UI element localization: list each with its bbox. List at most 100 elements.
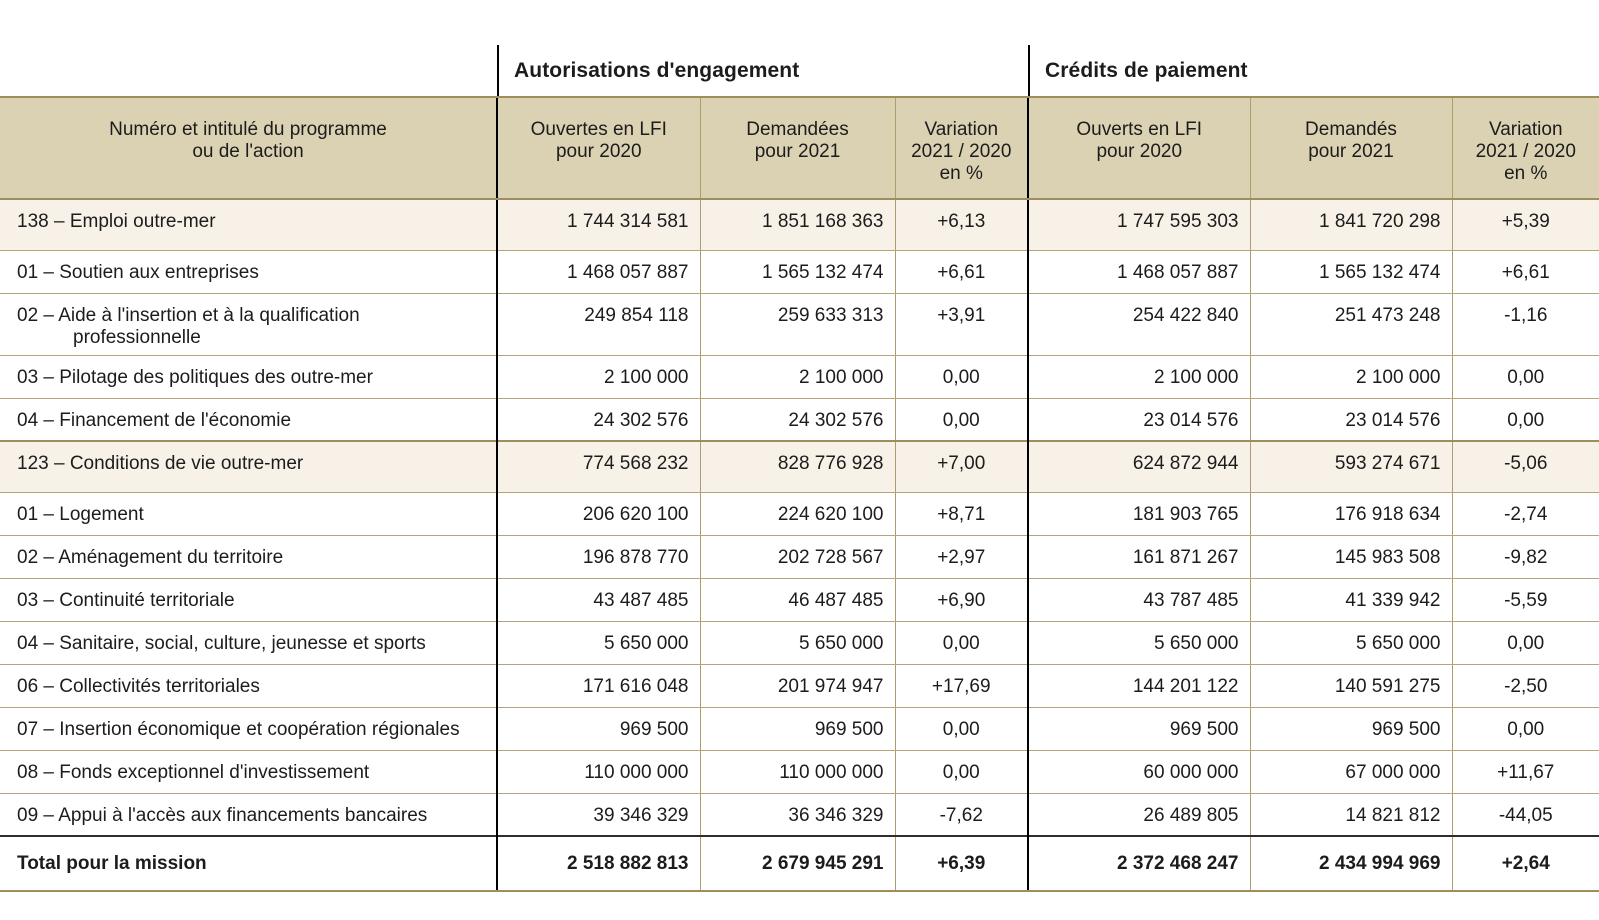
amount-cell: 1 565 132 474: [1249, 250, 1452, 294]
variation-cell: +6,13: [894, 198, 1028, 251]
amount-cell: 259 633 313: [699, 293, 895, 356]
table-row: 04 – Financement de l'économie 24 302 576…: [0, 398, 1599, 442]
amount-cell: 43 787 485: [1027, 578, 1250, 622]
variation-cell: 0,00: [1451, 707, 1599, 751]
table-row: 07 – Insertion économique et coopération…: [0, 707, 1599, 751]
section-titles: Autorisations d'engagement Crédits de pa…: [0, 0, 1599, 96]
variation-cell: +3,91: [894, 293, 1028, 356]
amount-cell: 2 518 882 813: [496, 835, 700, 892]
amount-cell: 5 650 000: [1027, 621, 1250, 665]
amount-cell: 140 591 275: [1249, 664, 1452, 708]
amount-cell: 36 346 329: [699, 793, 895, 837]
amount-cell: 110 000 000: [699, 750, 895, 794]
amount-cell: 171 616 048: [496, 664, 700, 708]
table-row: 08 – Fonds exceptionnel d'investissement…: [0, 750, 1599, 794]
amount-cell: 969 500: [699, 707, 895, 751]
amount-cell: 249 854 118: [496, 293, 700, 356]
variation-cell: 0,00: [894, 707, 1028, 751]
amount-cell: 14 821 812: [1249, 793, 1452, 837]
header-cp-requested: Demandés pour 2021: [1249, 96, 1452, 200]
amount-cell: 110 000 000: [496, 750, 700, 794]
row-label: 09 – Appui à l'accès aux financements ba…: [0, 793, 497, 837]
amount-cell: 41 339 942: [1249, 578, 1452, 622]
amount-cell: 46 487 485: [699, 578, 895, 622]
amount-cell: 67 000 000: [1249, 750, 1452, 794]
header-ae-lfi: Ouvertes en LFI pour 2020: [496, 96, 700, 200]
variation-cell: +17,69: [894, 664, 1028, 708]
amount-cell: 254 422 840: [1027, 293, 1250, 356]
amount-cell: 969 500: [1249, 707, 1452, 751]
amount-cell: 2 100 000: [1249, 355, 1452, 399]
table-row: 03 – Continuité territoriale 43 487 485 46…: [0, 578, 1599, 622]
amount-cell: 1 468 057 887: [496, 250, 700, 294]
amount-cell: 2 372 468 247: [1027, 835, 1250, 892]
amount-cell: 24 302 576: [496, 398, 700, 442]
table-row: 123 – Conditions de vie outre-mer 774 568…: [0, 440, 1599, 493]
amount-cell: 1 851 168 363: [699, 198, 895, 251]
budget-table: Numéro et intitulé du programme ou de l'…: [0, 96, 1599, 892]
variation-cell: -7,62: [894, 793, 1028, 837]
variation-cell: 0,00: [894, 398, 1028, 442]
amount-cell: 26 489 805: [1027, 793, 1250, 837]
variation-cell: +6,90: [894, 578, 1028, 622]
table-row: 138 – Emploi outre-mer 1 744 314 581 1 851…: [0, 198, 1599, 251]
ae-section-title: Autorisations d'engagement: [497, 45, 1028, 96]
amount-cell: 2 679 945 291: [699, 835, 895, 892]
variation-cell: +6,39: [894, 835, 1028, 892]
table-row: 01 – Logement 206 620 100 224 620 100 +8,71…: [0, 492, 1599, 536]
row-label: 08 – Fonds exceptionnel d'investissement: [0, 750, 497, 794]
table-header: Numéro et intitulé du programme ou de l'…: [0, 96, 1599, 200]
header-ae-requested: Demandées pour 2021: [699, 96, 895, 200]
amount-cell: 206 620 100: [496, 492, 700, 536]
variation-cell: +6,61: [1451, 250, 1599, 294]
amount-cell: 23 014 576: [1249, 398, 1452, 442]
amount-cell: 43 487 485: [496, 578, 700, 622]
amount-cell: 5 650 000: [496, 621, 700, 665]
row-label: 123 – Conditions de vie outre-mer: [0, 440, 497, 493]
amount-cell: 1 744 314 581: [496, 198, 700, 251]
variation-cell: -9,82: [1451, 535, 1599, 579]
amount-cell: 969 500: [496, 707, 700, 751]
amount-cell: 176 918 634: [1249, 492, 1452, 536]
amount-cell: 1 565 132 474: [699, 250, 895, 294]
variation-cell: +6,61: [894, 250, 1028, 294]
amount-cell: 23 014 576: [1027, 398, 1250, 442]
table-row: 02 – Aménagement du territoire 196 878 77…: [0, 535, 1599, 579]
variation-cell: -2,50: [1451, 664, 1599, 708]
amount-cell: 181 903 765: [1027, 492, 1250, 536]
amount-cell: 2 434 994 969: [1249, 835, 1452, 892]
variation-cell: +11,67: [1451, 750, 1599, 794]
amount-cell: 828 776 928: [699, 440, 895, 493]
row-label: 03 – Pilotage des politiques des outre-m…: [0, 355, 497, 399]
amount-cell: 5 650 000: [1249, 621, 1452, 665]
variation-cell: 0,00: [1451, 621, 1599, 665]
row-label: 02 – Aménagement du territoire: [0, 535, 497, 579]
variation-cell: +8,71: [894, 492, 1028, 536]
row-label: 04 – Financement de l'économie: [0, 398, 497, 442]
variation-cell: -44,05: [1451, 793, 1599, 837]
header-ae-variation: Variation 2021 / 2020 en %: [894, 96, 1028, 200]
amount-cell: 161 871 267: [1027, 535, 1250, 579]
row-label: 07 – Insertion économique et coopération…: [0, 707, 497, 751]
table-body: 138 – Emploi outre-mer 1 744 314 581 1 851…: [0, 198, 1599, 892]
amount-cell: 774 568 232: [496, 440, 700, 493]
row-label: 03 – Continuité territoriale: [0, 578, 497, 622]
table-row: 04 – Sanitaire, social, culture, jeuness…: [0, 621, 1599, 665]
row-label: 01 – Soutien aux entreprises: [0, 250, 497, 294]
variation-cell: 0,00: [894, 750, 1028, 794]
row-label: 01 – Logement: [0, 492, 497, 536]
amount-cell: 2 100 000: [496, 355, 700, 399]
amount-cell: 1 468 057 887: [1027, 250, 1250, 294]
table-row: 06 – Collectivités territoriales 171 616 …: [0, 664, 1599, 708]
variation-cell: +2,64: [1451, 835, 1599, 892]
row-label: 04 – Sanitaire, social, culture, jeuness…: [0, 621, 497, 665]
amount-cell: 144 201 122: [1027, 664, 1250, 708]
amount-cell: 2 100 000: [699, 355, 895, 399]
amount-cell: 2 100 000: [1027, 355, 1250, 399]
amount-cell: 201 974 947: [699, 664, 895, 708]
amount-cell: 251 473 248: [1249, 293, 1452, 356]
header-row: Numéro et intitulé du programme ou de l'…: [0, 96, 1599, 200]
variation-cell: +2,97: [894, 535, 1028, 579]
amount-cell: 969 500: [1027, 707, 1250, 751]
amount-cell: 24 302 576: [699, 398, 895, 442]
